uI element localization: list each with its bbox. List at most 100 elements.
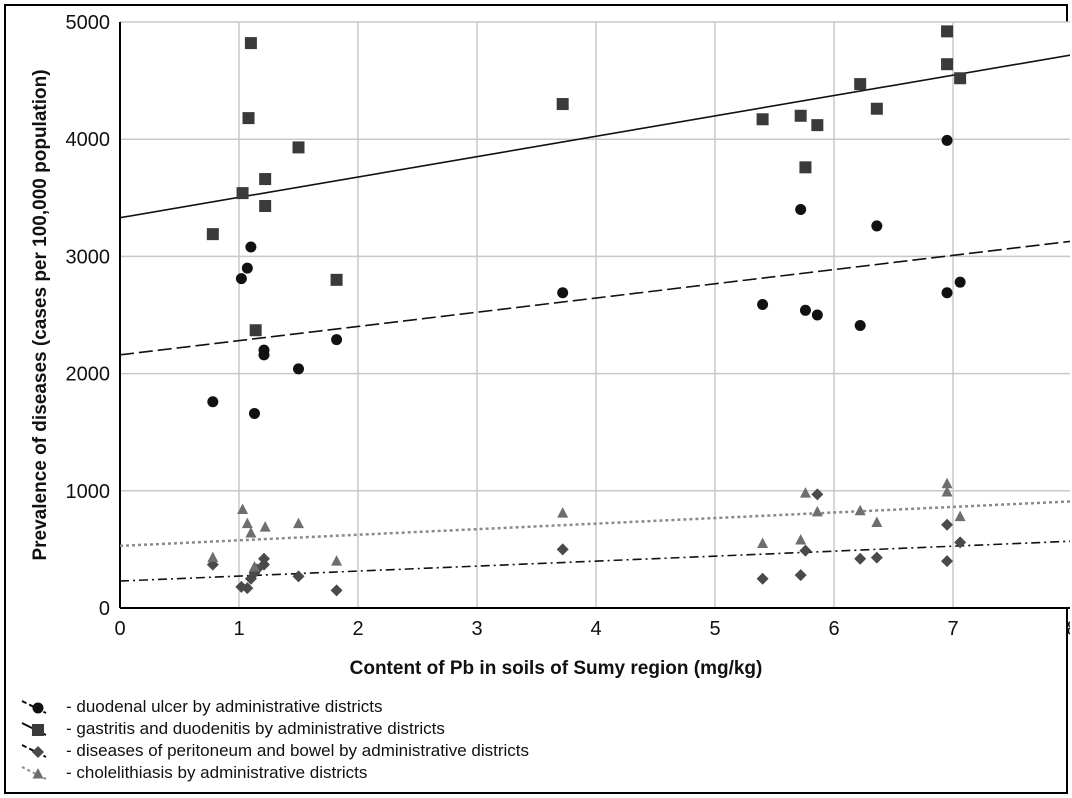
x-tick-label: 4 [590, 618, 601, 640]
data-point-triangle [237, 503, 249, 515]
data-point-square [236, 187, 249, 200]
y-axis-title: Prevalence of diseases (cases per 100,00… [30, 69, 51, 560]
legend-item: - diseases of peritoneum and bowel by ad… [20, 740, 529, 762]
data-point-diamond [811, 488, 824, 501]
x-tick-label: 8 [1066, 618, 1070, 640]
data-point-square [794, 109, 807, 122]
legend-label: - duodenal ulcer by administrative distr… [66, 697, 383, 716]
data-point-circle [871, 220, 883, 232]
data-point-triangle [854, 504, 866, 516]
data-point-triangle [799, 487, 811, 498]
data-point-circle [799, 304, 811, 316]
data-point-triangle [557, 507, 569, 518]
data-point-square [259, 200, 272, 213]
trend-line-circle [120, 240, 1070, 356]
data-point-diamond [870, 551, 883, 564]
data-point-triangle [241, 517, 253, 529]
data-point-circle [757, 298, 769, 310]
x-tick-label: 6 [828, 618, 839, 640]
data-point-square [242, 112, 255, 125]
data-point-square [941, 25, 954, 38]
x-tick-label: 2 [352, 618, 363, 640]
series-square [120, 25, 1070, 337]
legend-symbol-circle [21, 700, 47, 714]
data-point-diamond [941, 518, 954, 531]
legend-line [21, 744, 47, 758]
data-point-triangle [207, 551, 219, 563]
data-point-triangle [248, 560, 260, 572]
data-point-diamond [241, 582, 254, 595]
legend-label: - cholelithiasis by administrative distr… [66, 763, 368, 782]
data-point-triangle [941, 477, 953, 489]
data-point-circle [248, 407, 260, 419]
data-point-square [954, 72, 967, 85]
data-point-triangle [871, 516, 883, 527]
data-point-square [941, 58, 954, 71]
y-tick-label: 0 [99, 598, 110, 620]
legend-line [21, 700, 47, 714]
legend-item: - cholelithiasis by administrative distr… [20, 762, 529, 784]
data-point-circle [811, 309, 823, 321]
data-point-circle [795, 204, 807, 216]
data-point-circle [241, 262, 253, 274]
legend: - duodenal ulcer by administrative distr… [20, 696, 529, 784]
y-tick-label: 3000 [66, 246, 111, 268]
data-point-diamond [794, 569, 807, 582]
y-tick-label: 5000 [66, 12, 111, 34]
y-tick-label: 4000 [66, 129, 111, 151]
data-point-square [330, 273, 343, 286]
data-point-circle [235, 273, 247, 285]
data-point-triangle [757, 537, 769, 549]
data-point-circle [331, 334, 343, 346]
legend-marker [32, 702, 44, 714]
legend-line [21, 766, 47, 780]
data-point-circle [954, 276, 966, 288]
x-tick-label: 7 [947, 618, 958, 640]
data-point-triangle [259, 521, 271, 532]
data-point-square [556, 98, 569, 111]
legend-item: - gastritis and duodenitis by administra… [20, 718, 529, 740]
data-point-triangle [245, 526, 257, 538]
data-point-circle [854, 320, 866, 332]
data-point-diamond [799, 544, 812, 557]
data-point-circle [245, 241, 257, 253]
data-point-circle [941, 134, 953, 146]
data-point-circle [557, 287, 569, 299]
data-point-circle [207, 396, 219, 408]
data-point-diamond [556, 543, 569, 556]
legend-marker [32, 768, 44, 779]
data-point-triangle [331, 555, 343, 566]
x-axis-title: Content of Pb in soils of Sumy region (m… [350, 658, 763, 679]
grid [119, 21, 1070, 609]
data-point-square [206, 228, 219, 241]
legend-symbol-triangle [21, 766, 47, 780]
data-point-square [870, 102, 883, 115]
legend-label: - diseases of peritoneum and bowel by ad… [66, 741, 529, 760]
legend-label: - gastritis and duodenitis by administra… [66, 719, 445, 738]
y-tick-label: 1000 [66, 481, 111, 503]
legend-marker [32, 746, 44, 758]
data-point-diamond [854, 552, 867, 565]
data-point-triangle [293, 517, 304, 529]
figure-frame: 0 1 2 3 4 5 6 7 8 0 1000 2000 3000 4000 5000 Content of… [4, 4, 1070, 794]
data-point-square [756, 113, 769, 126]
data-point-circle [293, 363, 304, 375]
scatter-chart: 0 1 2 3 4 5 6 7 8 0 1000 2000 3000 4000 5000 Content of… [30, 12, 1070, 679]
data-point-square [259, 173, 272, 186]
x-tick-label: 1 [233, 618, 244, 640]
y-tick-label: 2000 [66, 364, 111, 386]
data-point-diamond [941, 555, 954, 568]
data-point-triangle [941, 485, 953, 497]
legend-symbol-diamond [21, 744, 47, 758]
data-point-square [292, 141, 305, 154]
data-point-square [811, 119, 824, 132]
x-tick-label: 0 [114, 618, 125, 640]
trend-line-diamond [120, 540, 1070, 582]
data-point-diamond [257, 552, 270, 565]
data-point-diamond [330, 584, 343, 597]
series-circle [120, 134, 1070, 419]
data-point-diamond [756, 572, 769, 585]
legend-marker [32, 724, 44, 736]
data-point-square [249, 324, 262, 337]
trend-line-square [120, 54, 1070, 219]
